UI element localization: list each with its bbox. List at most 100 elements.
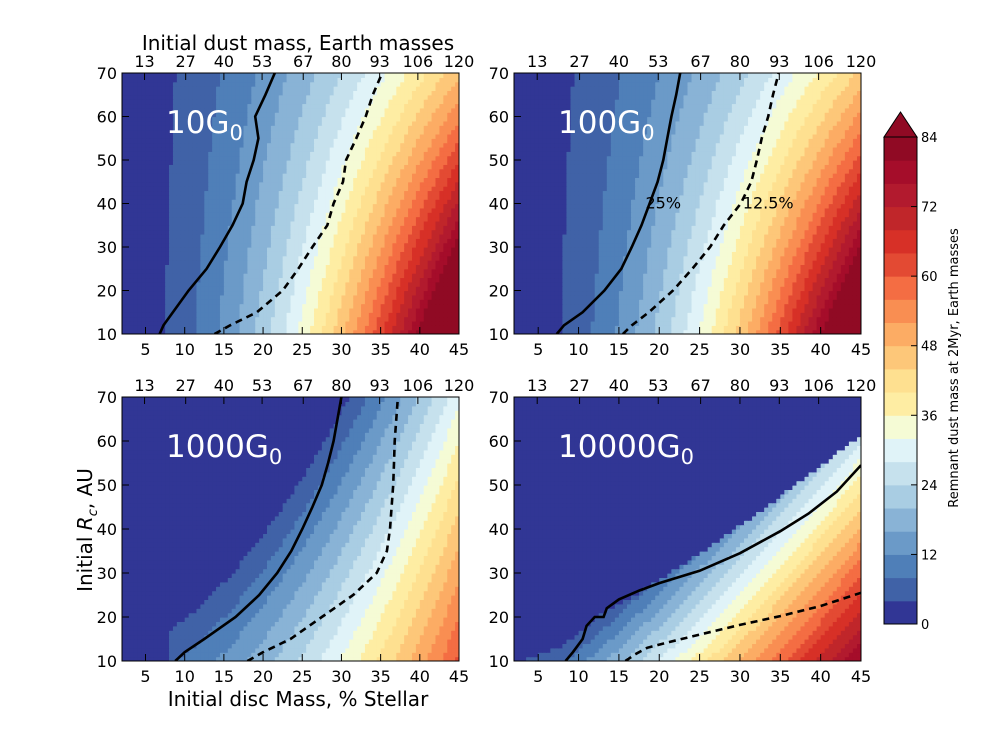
heatmap-cell: [278, 216, 284, 222]
heatmap-cell: [388, 225, 393, 231]
heatmap-cell: [427, 199, 433, 205]
heatmap-cell: [180, 220, 186, 226]
heatmap-cell: [129, 242, 135, 248]
heatmap-cell: [423, 203, 429, 209]
heatmap-cell: [212, 142, 217, 148]
heatmap-cell: [263, 129, 268, 135]
heatmap-cell: [243, 277, 248, 283]
heatmap-cell: [208, 242, 213, 248]
heatmap-cell: [161, 151, 166, 157]
heatmap-cell: [290, 247, 296, 252]
heatmap-cell: [329, 173, 335, 178]
heatmap-cell: [259, 290, 264, 296]
heatmap-cell: [270, 299, 276, 305]
heatmap-cell: [169, 225, 174, 231]
heatmap-cell: [368, 212, 374, 218]
heatmap-cell: [364, 212, 370, 218]
heatmap-cell: [157, 94, 162, 100]
heatmap-cell: [396, 290, 401, 296]
heatmap-cell: [235, 290, 241, 296]
heatmap-cell: [321, 99, 327, 105]
heatmap-cell: [255, 294, 260, 300]
heatmap-cell: [125, 268, 131, 274]
heatmap-cell: [364, 181, 370, 187]
heatmap-cell: [388, 81, 393, 87]
heatmap-cell: [274, 281, 280, 287]
heatmap-cell: [212, 81, 217, 87]
heatmap-cell: [372, 138, 378, 144]
heatmap-cell: [270, 286, 276, 292]
heatmap-cell: [353, 190, 358, 196]
heatmap-cell: [317, 268, 323, 274]
heatmap-cell: [427, 81, 433, 87]
heatmap-cell: [270, 260, 276, 265]
heatmap-cell: [364, 116, 370, 122]
heatmap-cell: [231, 107, 237, 113]
heatmap-cell: [263, 329, 268, 334]
heatmap-cell: [337, 307, 343, 313]
heatmap-cell: [388, 229, 393, 235]
heatmap-cell: [411, 251, 417, 257]
heatmap-cell: [227, 251, 233, 257]
heatmap-cell: [157, 173, 162, 178]
heatmap-cell: [212, 225, 217, 231]
heatmap-cell: [396, 103, 401, 109]
heatmap-cell: [239, 247, 245, 252]
heatmap-cell: [259, 216, 264, 222]
heatmap-cell: [231, 81, 237, 87]
heatmap-cell: [263, 316, 268, 322]
heatmap-cell: [212, 107, 217, 113]
heatmap-cell: [314, 242, 319, 248]
heatmap-cell: [314, 90, 319, 96]
heatmap-cell: [251, 264, 256, 270]
heatmap-cell: [169, 203, 174, 209]
heatmap-cell: [439, 216, 444, 222]
heatmap-cell: [400, 199, 405, 205]
heatmap-cell: [227, 320, 233, 326]
heatmap-cell: [145, 173, 151, 178]
heatmap-cell: [286, 307, 292, 313]
heatmap-cell: [172, 233, 178, 239]
heatmap-cell: [161, 103, 166, 109]
heatmap-cell: [176, 186, 182, 192]
heatmap-cell: [219, 277, 225, 283]
heatmap-cell: [376, 186, 382, 192]
heatmap-cell: [212, 155, 217, 161]
heatmap-cell: [274, 290, 280, 296]
heatmap-cell: [353, 94, 358, 100]
heatmap-cell: [380, 151, 386, 157]
heatmap-cell: [270, 225, 276, 231]
heatmap-cell: [364, 316, 370, 322]
heatmap-cell: [255, 199, 260, 205]
heatmap-cell: [125, 173, 131, 178]
heatmap-cell: [380, 94, 386, 100]
heatmap-cell: [314, 129, 319, 135]
heatmap-cell: [180, 103, 186, 109]
heatmap-cell: [251, 320, 256, 326]
heatmap-cell: [122, 238, 127, 244]
heatmap-cell: [176, 181, 182, 187]
heatmap-cell: [286, 320, 292, 326]
heatmap-cell: [133, 90, 139, 96]
heatmap-cell: [141, 94, 147, 100]
heatmap-cell: [435, 255, 441, 261]
heatmap-cell: [278, 81, 284, 87]
heatmap-cell: [310, 303, 315, 309]
heatmap-cell: [255, 151, 260, 157]
heatmap-cell: [364, 277, 370, 283]
heatmap-cell: [278, 86, 284, 91]
heatmap-cell: [270, 216, 276, 222]
heatmap-cell: [212, 86, 217, 91]
heatmap-cell: [392, 216, 397, 222]
heatmap-cell: [259, 94, 264, 100]
heatmap-cell: [227, 142, 233, 148]
heatmap-cell: [325, 320, 331, 326]
heatmap-cell: [266, 138, 272, 144]
heatmap-cell: [286, 138, 292, 144]
heatmap-cell: [419, 194, 425, 200]
heatmap-cell: [368, 290, 374, 296]
heatmap-cell: [361, 103, 366, 109]
heatmap-cell: [314, 251, 319, 257]
heatmap-cell: [270, 151, 276, 157]
heatmap-cell: [400, 212, 405, 218]
